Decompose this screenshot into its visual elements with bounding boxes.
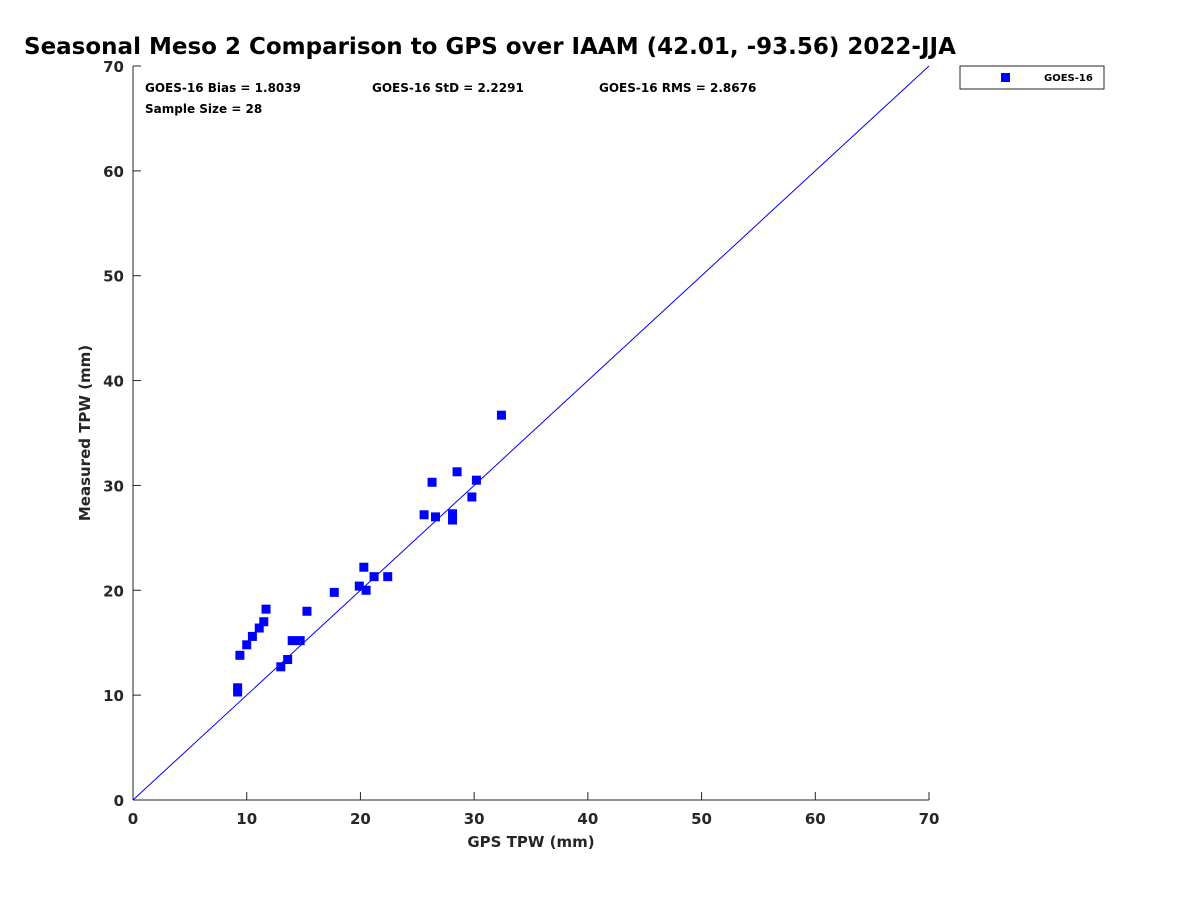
- data-point: [361, 585, 371, 595]
- x-tick-label: 0: [128, 810, 138, 828]
- data-point: [383, 572, 393, 582]
- data-point: [354, 581, 364, 591]
- data-point: [276, 662, 286, 672]
- data-point: [235, 650, 245, 660]
- legend: GOES-16: [959, 65, 1105, 90]
- data-point: [467, 492, 477, 502]
- legend-label-goes16: GOES-16: [1044, 73, 1093, 84]
- data-points: [233, 410, 506, 697]
- data-point: [448, 515, 458, 525]
- y-tick-label: 20: [103, 582, 124, 600]
- bias-stat: GOES-16 Bias = 1.8039: [145, 81, 301, 95]
- one-to-one-line: [132, 65, 930, 801]
- legend-box: [959, 65, 1105, 90]
- data-point: [430, 512, 440, 522]
- data-point: [254, 623, 264, 633]
- y-tick-label: 40: [103, 373, 124, 391]
- data-point: [369, 572, 379, 582]
- y-tick-label: 50: [103, 268, 124, 286]
- data-point: [247, 631, 257, 641]
- x-axis-label: GPS TPW (mm): [467, 833, 594, 851]
- y-tick-label: 30: [103, 477, 124, 495]
- y-tick-label: 60: [103, 163, 124, 181]
- data-point: [471, 475, 481, 485]
- x-tick-label: 30: [464, 810, 485, 828]
- chart-title: Seasonal Meso 2 Comparison to GPS over I…: [24, 34, 956, 60]
- data-point: [448, 509, 458, 519]
- data-point: [259, 617, 269, 627]
- x-tick-label: 50: [691, 810, 712, 828]
- rms-stat: GOES-16 RMS = 2.8676: [599, 81, 756, 95]
- data-point: [419, 510, 429, 520]
- legend-marker-goes16: [1001, 73, 1010, 82]
- y-axis-label: Measured TPW (mm): [76, 345, 94, 521]
- x-tick-label: 70: [919, 810, 940, 828]
- plot-area: 0 10 20 30 40 50 60 70 0 10 20 30 40 50 60 70: [103, 58, 939, 828]
- x-tick-label: 10: [236, 810, 257, 828]
- data-point: [329, 587, 339, 597]
- data-point: [496, 410, 506, 420]
- y-tick-label: 0: [114, 792, 124, 810]
- data-point: [427, 477, 437, 487]
- data-point: [359, 562, 369, 572]
- y-ticks: 0 10 20 30 40 50 60 70: [103, 58, 141, 810]
- y-tick-label: 10: [103, 687, 124, 705]
- x-tick-label: 20: [350, 810, 371, 828]
- data-point: [295, 636, 305, 646]
- data-point: [233, 687, 243, 697]
- x-tick-label: 60: [805, 810, 826, 828]
- data-point: [242, 640, 252, 650]
- std-stat: GOES-16 StD = 2.2291: [372, 81, 524, 95]
- data-point: [261, 604, 271, 614]
- data-point: [452, 467, 462, 477]
- sample-size-stat: Sample Size = 28: [145, 102, 262, 116]
- data-point: [287, 636, 297, 646]
- x-ticks: 0 10 20 30 40 50 60 70: [128, 792, 940, 828]
- x-tick-label: 40: [577, 810, 598, 828]
- y-tick-label: 70: [103, 58, 124, 76]
- data-point: [283, 654, 293, 664]
- data-point: [302, 606, 312, 616]
